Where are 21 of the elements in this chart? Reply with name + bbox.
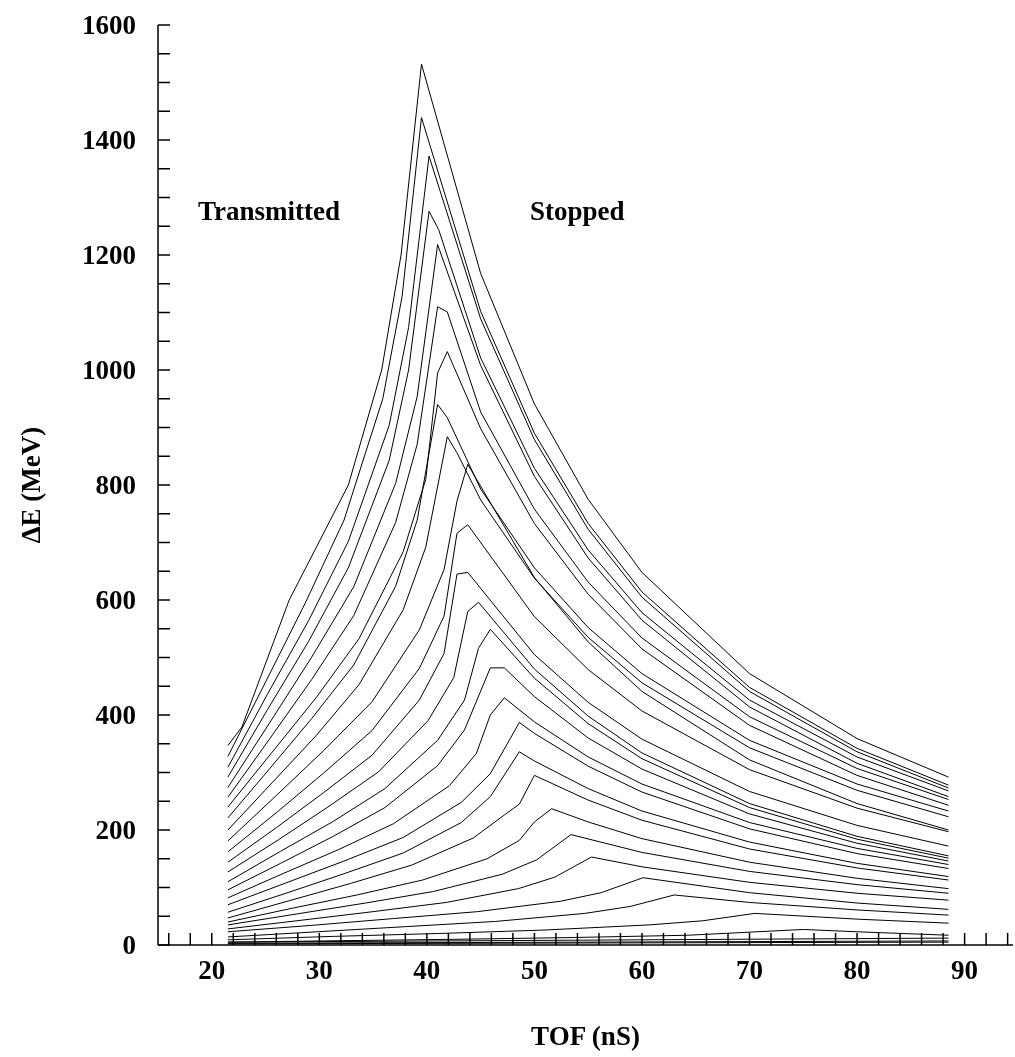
x-tick-label: 80 [843, 955, 871, 985]
y-axis-title: ΔE (MeV) [15, 426, 46, 544]
annotation: Transmitted [198, 196, 340, 227]
x-tick-label: 90 [951, 955, 979, 985]
annotation: Stopped [530, 196, 625, 227]
y-tick-label: 0 [122, 930, 136, 960]
y-tick-label: 600 [95, 585, 136, 615]
x-tick-label: 60 [628, 955, 656, 985]
x-tick-label: 20 [198, 955, 226, 985]
y-tick-label: 1400 [82, 125, 136, 155]
y-tick-label: 1000 [82, 355, 136, 385]
y-tick-label: 800 [95, 470, 136, 500]
x-axis-title: TOF (nS) [531, 1021, 640, 1051]
x-tick-label: 50 [520, 955, 548, 985]
y-tick-label: 400 [95, 700, 136, 730]
x-tick-label: 40 [413, 955, 441, 985]
x-tick-label: 30 [305, 955, 333, 985]
y-tick-label: 1600 [82, 10, 136, 40]
y-tick-label: 1200 [82, 240, 136, 270]
y-tick-label: 200 [95, 815, 136, 845]
x-tick-label: 70 [736, 955, 764, 985]
